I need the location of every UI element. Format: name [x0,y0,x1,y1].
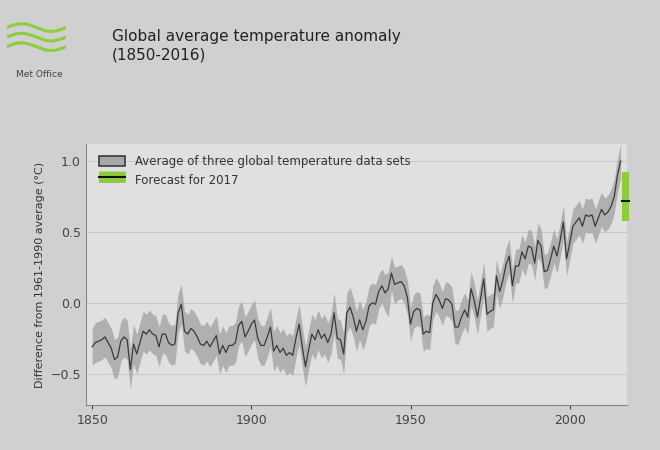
Y-axis label: Difference from 1961-1990 average (°C): Difference from 1961-1990 average (°C) [35,162,45,387]
Text: Met Office: Met Office [16,70,63,79]
Text: Global average temperature anomaly
(1850-2016): Global average temperature anomaly (1850… [112,29,401,63]
Legend: Average of three global temperature data sets, Forecast for 2017: Average of three global temperature data… [95,150,415,192]
